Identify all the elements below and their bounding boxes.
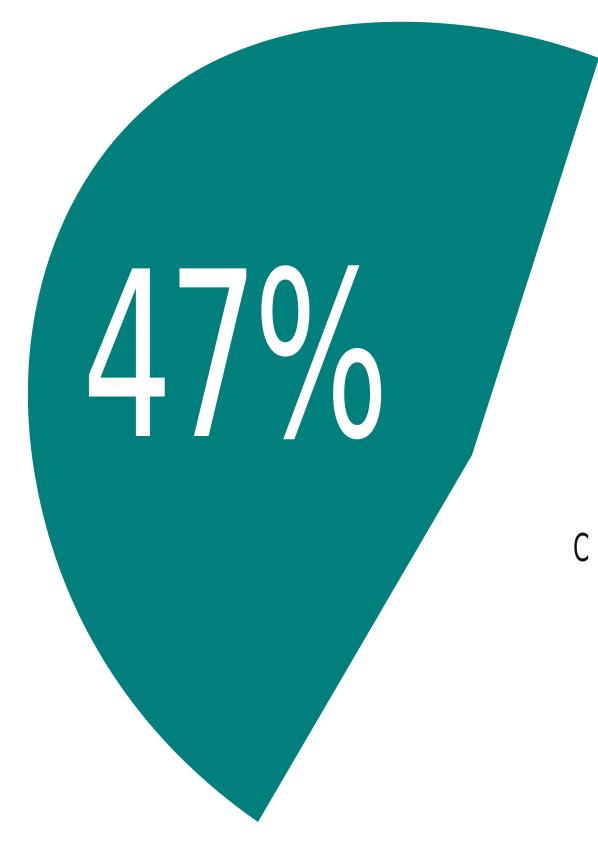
edge-text: C	[573, 526, 590, 570]
percentage-label: 47%	[82, 224, 389, 491]
teal-sector	[27, 21, 598, 822]
